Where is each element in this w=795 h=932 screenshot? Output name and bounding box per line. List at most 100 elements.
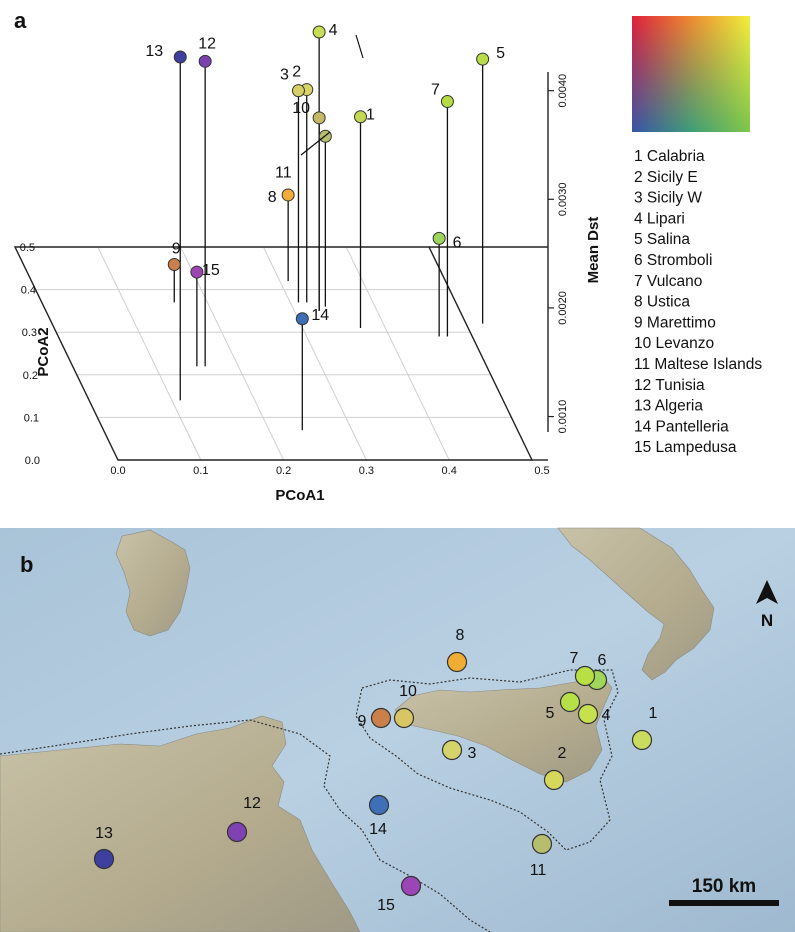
point-9 [167, 257, 181, 271]
panel-b-label: b [20, 552, 33, 577]
legend-entry: 2 Sicily E [634, 169, 698, 186]
map-site-label-7: 7 [570, 650, 579, 667]
panel-a-label: a [14, 8, 27, 33]
point-label-9: 9 [172, 240, 181, 257]
leader-2 [355, 34, 364, 59]
point-label-13: 13 [145, 43, 163, 60]
x-tick-label: 0.3 [359, 465, 374, 477]
map-site-label-6: 6 [598, 652, 607, 669]
grid-line [97, 246, 202, 461]
legend-entry: 14 Pantelleria [634, 418, 729, 435]
legend-entry: 10 Levanzo [634, 335, 714, 352]
north-africa [0, 715, 361, 932]
point-12 [198, 54, 212, 68]
x-tick-label: 0.4 [442, 465, 457, 477]
map-site-label-10: 10 [399, 683, 417, 700]
y-tick-label: 0.0 [25, 455, 40, 467]
map-site-14 [368, 794, 390, 816]
leader-11 [300, 131, 331, 156]
data-points [167, 25, 490, 326]
legend-entry: 15 Lampedusa [634, 439, 737, 456]
color-key [632, 16, 750, 132]
map-site-label-15: 15 [377, 897, 395, 914]
y-tick-label: 0.2 [23, 370, 38, 382]
map-site-15 [400, 875, 422, 897]
pcoa-3d-plot: a 0.0 0.1 0.2 0.3 0.4 0.5 0.00.10.20.30.40.5 … [13, 8, 762, 504]
point-4 [312, 25, 326, 39]
map-site-label-8: 8 [456, 627, 465, 644]
floor-grid [35, 246, 512, 461]
map-site-13 [93, 848, 115, 870]
map-site-2 [543, 769, 565, 791]
z-tick-label: 0.0030 [557, 182, 569, 216]
map-site-12 [226, 821, 248, 843]
scale-label: 150 km [692, 876, 756, 897]
sicily-shelf-outline [355, 669, 619, 851]
sardinia [115, 529, 191, 637]
legend-entry: 4 Lipari [634, 210, 685, 227]
x-tick-label: 0.0 [110, 465, 125, 477]
scale-bar: 150 km [669, 876, 779, 906]
point-label-12: 12 [198, 35, 216, 52]
legend-entry: 6 Stromboli [634, 252, 712, 269]
x-tick-label: 0.2 [276, 465, 291, 477]
point-label-5: 5 [496, 45, 505, 62]
y-axis-label: PCoA2 [35, 327, 52, 376]
y-tick-label: 0.5 [20, 242, 35, 254]
y-tick-label: 0.3 [22, 327, 37, 339]
point-8 [281, 188, 295, 202]
legend: 1 Calabria 2 Sicily E 3 Sicily W 4 Lipari 5 … [634, 148, 762, 456]
map-site-label-2: 2 [558, 745, 567, 762]
point-label-3: 3 [280, 67, 289, 84]
legend-entry: 3 Sicily W [634, 190, 702, 207]
point-label-11: 11 [275, 164, 292, 181]
map-site-8 [446, 651, 468, 673]
map-site-5 [559, 691, 581, 713]
legend-entry: 13 Algeria [634, 398, 703, 415]
map-site-7 [574, 665, 596, 687]
point-label-14: 14 [311, 307, 329, 324]
map-site-11 [531, 833, 553, 855]
legend-entry: 5 Salina [634, 231, 690, 248]
map-site-label-1: 1 [649, 705, 658, 722]
x-tick-label: 0.1 [193, 465, 208, 477]
point-label-6: 6 [453, 234, 462, 251]
floor-frame [13, 246, 548, 461]
point-label-8: 8 [268, 189, 277, 206]
map-site-label-4: 4 [602, 707, 611, 724]
map-site-label-3: 3 [468, 745, 477, 762]
z-tick-label: 0.0010 [557, 400, 569, 434]
grid-line [345, 246, 450, 461]
y-axis-ticks: 0.0 0.1 0.2 0.3 0.4 0.5 [20, 242, 40, 467]
map-site-label-12: 12 [243, 795, 261, 812]
point-10 [312, 111, 326, 125]
x-axis-ticks: 0.0 0.1 0.2 0.3 0.4 0.5 [110, 465, 549, 477]
stems [173, 32, 484, 431]
point-label-2: 2 [292, 64, 301, 81]
point-7 [440, 95, 454, 109]
legend-entry: 12 Tunisia [634, 377, 705, 394]
point-label-4: 4 [329, 22, 338, 39]
point-13 [173, 50, 187, 64]
point-label-1: 1 [366, 107, 375, 124]
north-arrow: N [756, 580, 778, 630]
z-tick-label: 0.0020 [557, 291, 569, 325]
point-label-7: 7 [431, 82, 440, 99]
legend-entry: 1 Calabria [634, 148, 705, 165]
point-1 [354, 110, 367, 124]
z-axis: 0.0010 0.0020 0.0030 0.0040 [547, 72, 569, 434]
map-site-label-9: 9 [358, 713, 367, 730]
point-15 [190, 265, 204, 279]
map-site-10 [393, 707, 415, 729]
north-label: N [761, 611, 773, 630]
point-5 [476, 52, 490, 66]
y-tick-label: 0.1 [24, 412, 39, 424]
legend-entry: 8 Ustica [634, 294, 690, 311]
legend-entry: 9 Marettimo [634, 314, 716, 331]
point-label-10: 10 [292, 100, 310, 117]
point-14 [295, 312, 309, 326]
map-site-1 [631, 729, 653, 751]
